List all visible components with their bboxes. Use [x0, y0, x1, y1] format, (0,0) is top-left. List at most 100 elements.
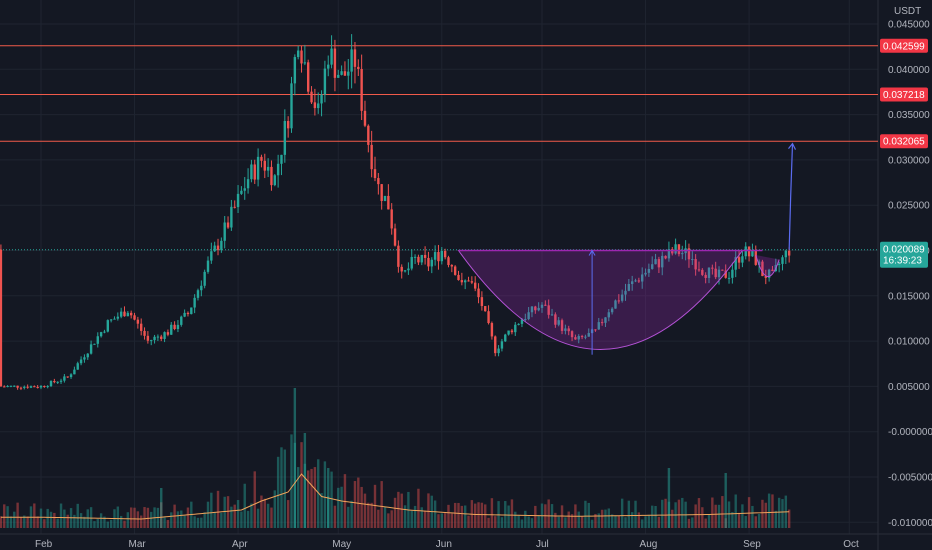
candle-body — [671, 249, 674, 254]
candle-body — [193, 297, 196, 308]
volume-bar — [76, 503, 79, 528]
volume-bar — [644, 516, 647, 528]
candle-body — [727, 277, 731, 279]
target-arrow-head — [788, 142, 797, 150]
candle-body — [383, 195, 387, 201]
candle-body — [410, 257, 413, 269]
volume-bar — [387, 513, 390, 528]
volume-bar — [129, 507, 133, 528]
volume-bar — [150, 511, 153, 528]
candle-body — [317, 103, 320, 109]
candle-body — [260, 156, 263, 161]
candle-body — [400, 266, 403, 272]
volume-bar — [220, 512, 223, 528]
candle-body — [113, 318, 116, 320]
y-tick-label: -0.010000 — [888, 518, 932, 529]
volume-bar — [630, 512, 634, 528]
candle-body — [560, 320, 564, 331]
volume-bar — [774, 510, 777, 528]
candle-body — [711, 267, 714, 269]
volume-bar — [93, 521, 96, 528]
candle-body — [524, 319, 527, 321]
candle-body — [413, 256, 417, 258]
volume-bar — [741, 504, 744, 528]
candle-body — [123, 311, 126, 317]
candle-body — [69, 374, 73, 378]
x-tick-label: Jul — [536, 539, 549, 550]
volume-bar — [654, 505, 657, 528]
volume-bar — [393, 497, 397, 528]
volume-bar — [727, 501, 731, 528]
volume-bar — [781, 499, 784, 528]
candle-body — [697, 269, 701, 271]
candle-body — [66, 376, 69, 378]
volume-bar — [206, 501, 210, 528]
candle-body — [99, 332, 103, 337]
candle-body — [226, 222, 230, 228]
volume-bar — [360, 486, 363, 528]
volume-bar — [671, 509, 674, 528]
volume-bar — [96, 519, 99, 528]
y-tick-label: 0.030000 — [888, 155, 930, 166]
candle-body — [49, 381, 53, 387]
volume-bar — [46, 508, 49, 528]
candle-body — [443, 251, 447, 258]
candle-body — [276, 163, 280, 176]
volume-bar — [79, 513, 83, 528]
volume-bar — [13, 511, 16, 528]
candle-body — [437, 252, 440, 262]
volume-bar — [226, 496, 230, 528]
y-tick-label: 0.010000 — [888, 337, 930, 348]
volume-bar — [721, 496, 724, 528]
currency-label: USDT — [894, 6, 921, 17]
x-tick-label: Jun — [436, 539, 452, 550]
candle-body — [761, 261, 764, 277]
candle-body — [617, 300, 621, 302]
y-tick-label: 0.035000 — [888, 110, 930, 121]
volume-bar — [691, 517, 694, 528]
volume-bar — [547, 499, 550, 528]
x-tick-label: Aug — [640, 539, 658, 550]
candle-body — [273, 175, 276, 186]
volume-bar — [367, 502, 370, 528]
volume-bar — [303, 433, 307, 528]
candle-body — [664, 255, 667, 259]
volume-bar — [43, 519, 46, 528]
candle-body — [537, 307, 540, 311]
volume-bar — [460, 505, 464, 528]
volume-bar — [403, 505, 407, 528]
candle-body — [56, 381, 59, 383]
volume-bar — [223, 496, 226, 528]
candle-body — [737, 257, 741, 263]
volume-bar — [160, 488, 163, 528]
volume-bar — [557, 516, 560, 528]
candle-body — [180, 316, 183, 325]
volume-bar — [373, 484, 377, 528]
volume-bar — [634, 500, 637, 528]
resistance-tag — [880, 38, 928, 53]
volume-bar — [477, 502, 480, 528]
volume-bar — [230, 506, 233, 528]
candle-body — [544, 304, 547, 306]
candle-body — [567, 328, 570, 332]
candle-body — [427, 257, 430, 267]
volume-bar — [507, 505, 510, 528]
volume-bar — [19, 517, 23, 528]
candle-body — [296, 50, 300, 58]
volume-bar — [701, 507, 704, 528]
candle-body — [290, 83, 293, 129]
candle-body — [280, 154, 283, 164]
volume-bar — [233, 504, 236, 528]
volume-bar — [296, 467, 300, 528]
volume-bar — [560, 505, 564, 528]
volume-bar — [433, 500, 437, 528]
volume-bar — [240, 511, 243, 528]
volume-bar — [390, 510, 393, 528]
current-price-tag — [880, 241, 928, 268]
volume-bar — [9, 516, 13, 528]
volume-bar — [200, 517, 203, 528]
volume-bar — [627, 500, 631, 528]
volume-bar — [584, 500, 587, 528]
